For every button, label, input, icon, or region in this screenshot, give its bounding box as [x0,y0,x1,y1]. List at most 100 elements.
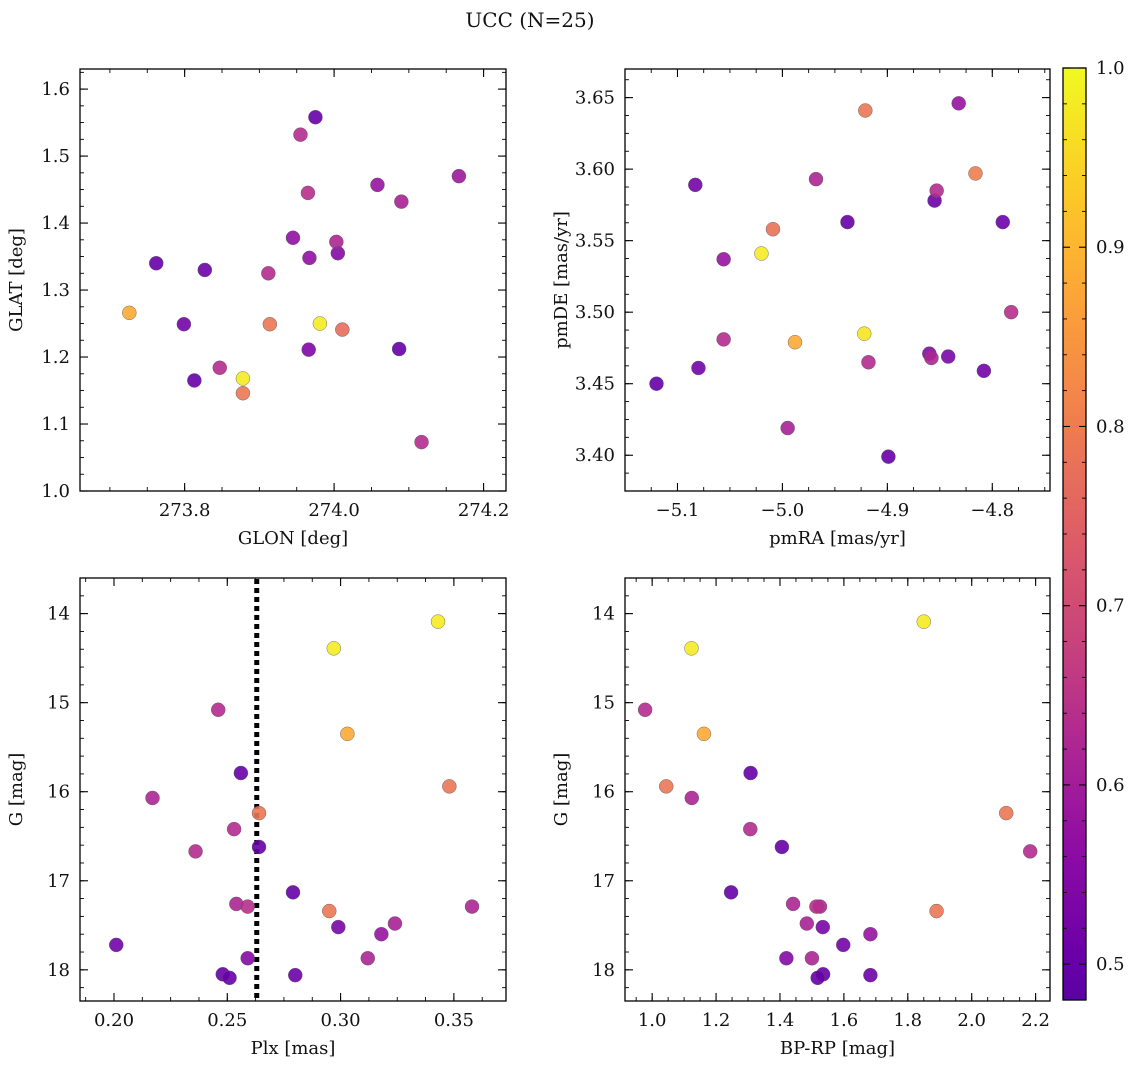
y-tick-label: 14 [47,604,70,625]
colorbar-tick-label: 1.0 [1096,58,1125,79]
x-tick-label: −4.8 [970,500,1014,521]
data-point [1003,304,1019,320]
colorbar-tick-label: 0.6 [1096,775,1125,796]
data-point [929,903,944,919]
plot-frame [624,577,1051,1002]
y-tick-label: 1.0 [41,481,70,502]
data-point [322,903,337,919]
data-point [863,967,878,983]
data-point [240,951,255,966]
data-point [430,614,446,629]
x-axis-label: GLON [deg] [238,528,348,549]
data-point [414,434,429,450]
plot-frame [624,68,1051,492]
data-point [374,927,389,942]
data-point [302,250,317,266]
y-axis-label: G [mag] [6,753,27,826]
data-point [696,726,712,742]
data-point [765,222,781,237]
data-point [285,230,301,246]
x-tick-label: 2.0 [957,1010,986,1031]
data-point [684,641,699,656]
data-point [312,316,328,331]
y-tick-label: 17 [47,871,70,892]
plot-frame [79,68,507,492]
data-point [863,927,878,942]
x-tick-label: 274.2 [458,500,510,521]
plot-frame [79,577,507,1002]
panel-glon-glat: 273.8 274.0 274.2 1.0 1.1 1.2 1.3 1.4 1.5 1.6 GLON… [6,68,510,549]
data-point [251,839,267,855]
data-point [360,951,375,966]
data-point [815,919,831,935]
y-tick-label: 1.2 [41,347,70,368]
data-point [176,317,192,332]
y-tick-label: 15 [47,693,70,714]
y-tick-label: 1.4 [41,213,70,234]
data-point [799,916,815,931]
data-point [300,185,316,201]
data-point [109,937,124,953]
data-point [637,702,653,717]
x-axis-label: pmRA [mas/yr] [769,528,906,549]
colorbar-tick-label: 0.8 [1096,416,1125,437]
y-tick-label: 1.3 [41,280,70,301]
data-point [716,252,731,267]
data-point [976,363,992,379]
panel-pmra-pmde: −5.1 −5.0 −4.9 −4.8 3.40 3.45 3.50 3.55 3.60 3.65… [551,68,1051,549]
data-point [787,335,803,350]
data-point [387,916,403,931]
y-tick-label: 15 [592,693,615,714]
colorbar-tick-label: 0.9 [1096,237,1125,258]
data-point [941,349,956,364]
x-tick-label: 2.2 [1021,1010,1050,1031]
data-point [149,256,164,271]
data-point [235,371,251,386]
x-tick-label: 0.25 [207,1010,247,1031]
y-axis-label: G [mag] [551,753,572,826]
data-point [235,386,251,401]
data-point [924,350,939,366]
data-point [233,765,249,781]
data-point [649,376,664,391]
data-point [308,110,323,125]
x-axis-label: Plx [mas] [251,1038,336,1059]
data-point [251,805,267,821]
data-point [716,332,731,347]
y-tick-label: 1.6 [41,79,70,100]
data-point [122,305,137,321]
y-tick-label: 3.65 [575,88,615,109]
data-point [326,641,341,656]
data-point [261,266,276,281]
data-point [929,183,944,198]
data-point [285,885,301,900]
x-tick-label: −5.1 [656,500,700,521]
data-point [840,214,855,230]
data-point [301,342,316,357]
figure-title: UCC (N=25) [465,8,594,32]
data-point [329,234,344,250]
data-point [861,355,876,370]
data-point [212,360,227,375]
x-tick-label: 1.0 [638,1010,667,1031]
y-tick-label: 18 [47,960,70,981]
data-point [288,967,303,983]
data-point [659,779,674,794]
x-axis-label: BP-RP [mag] [780,1038,895,1059]
data-point [688,177,703,193]
data-point [188,844,203,859]
colorbar: 0.5 0.6 0.7 0.8 0.9 1.0 [1062,58,1125,1001]
data-point [370,177,385,193]
y-tick-label: 3.50 [575,302,615,323]
data-point [743,821,758,837]
data-point [968,166,983,181]
data-point [857,326,872,341]
data-point [240,899,255,914]
data-point [197,262,213,278]
x-tick-label: 0.30 [321,1010,361,1031]
data-point [1022,844,1038,859]
data-point [780,420,795,436]
data-point [804,951,820,966]
x-tick-label: 1.4 [766,1010,795,1031]
